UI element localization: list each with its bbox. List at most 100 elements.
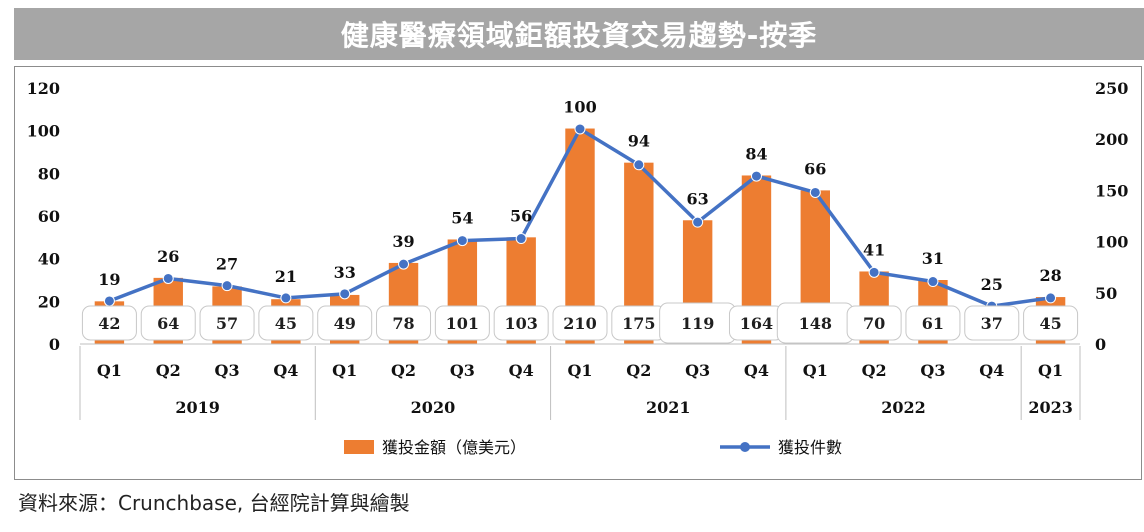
y-left-tick-label: 40 [38, 250, 60, 269]
x-tick-label: Q3 [920, 361, 945, 380]
chart-svg: 0 20 40 60 80 100 120 0 50 100 150 200 250 19 26 27 21 33… [27, 79, 1129, 457]
bar-value-label: 94 [628, 132, 650, 151]
count-value-label: 119 [681, 314, 714, 333]
y-left-tick-label: 120 [27, 79, 60, 98]
count-value-label: 70 [863, 314, 885, 333]
count-label-box [317, 305, 373, 341]
count-point [515, 233, 527, 245]
y-left-tick-label: 0 [49, 335, 60, 354]
x-tick-label: Q1 [567, 361, 592, 380]
y-right-tick-label: 50 [1095, 284, 1117, 303]
y-right-tick-label: 150 [1095, 181, 1128, 200]
count-label-box [493, 305, 549, 341]
count-value-label: 103 [504, 314, 537, 333]
count-value-label: 45 [275, 314, 297, 333]
x-tick-label: Q4 [273, 361, 298, 380]
count-point [809, 186, 821, 198]
count-point [750, 170, 762, 182]
count-point [280, 292, 292, 304]
count-value-label: 61 [922, 314, 944, 333]
y-right-tick-label: 200 [1095, 130, 1128, 149]
count-value-label: 64 [157, 314, 179, 333]
x-tick-label: Q1 [97, 361, 122, 380]
count-point [339, 288, 351, 300]
count-label-box [846, 305, 902, 341]
year-label: 2022 [881, 398, 926, 417]
count-point [456, 235, 468, 247]
count-value-label: 57 [216, 314, 238, 333]
count-label-box [964, 305, 1020, 341]
chart-frame [14, 66, 1142, 480]
count-label-box [140, 305, 196, 341]
x-tick-label: Q2 [156, 361, 181, 380]
count-point [1045, 292, 1057, 304]
x-tick-label: Q2 [862, 361, 887, 380]
count-label-box [81, 305, 137, 341]
y-right-tick-label: 100 [1095, 233, 1128, 252]
bar-value-label: 56 [510, 206, 532, 225]
year-label: 2023 [1028, 398, 1073, 417]
bar-value-label: 31 [922, 249, 944, 268]
bar-value-label: 26 [157, 247, 179, 266]
count-label-box [905, 305, 961, 341]
count-point [633, 159, 645, 171]
count-point [103, 295, 115, 307]
bar-value-label: 19 [98, 270, 120, 289]
bar-value-label: 33 [334, 263, 356, 282]
count-point [162, 272, 174, 284]
x-tick-label: Q4 [979, 361, 1004, 380]
y-left-tick-label: 20 [38, 292, 60, 311]
x-tick-label: Q2 [626, 361, 651, 380]
count-label-box [258, 305, 314, 341]
x-tick-label: Q3 [215, 361, 240, 380]
bar-value-label: 41 [863, 240, 885, 259]
bar-value-label: 28 [1039, 266, 1061, 285]
bar-value-label: 100 [563, 98, 596, 117]
count-value-label: 49 [334, 314, 356, 333]
y-left-tick-label: 60 [38, 207, 60, 226]
count-value-label: 148 [799, 314, 832, 333]
x-tick-label: Q1 [332, 361, 357, 380]
legend-line-marker [740, 442, 750, 452]
bar-value-label: 27 [216, 255, 238, 274]
count-value-label: 42 [98, 314, 120, 333]
y-left-tick-label: 100 [27, 122, 60, 141]
count-value-label: 164 [740, 314, 773, 333]
count-value-label: 101 [446, 314, 479, 333]
chart-title: 健康醫療領域鉅額投資交易趨勢-按季 [14, 8, 1144, 60]
legend-bar-label: 獲投金額（億美元） [382, 438, 526, 457]
count-label-box [1023, 305, 1079, 341]
bar-value-label: 25 [981, 275, 1003, 294]
x-tick-label: Q2 [391, 361, 416, 380]
bar-value-label: 84 [745, 144, 767, 163]
count-point [868, 266, 880, 278]
count-point [398, 258, 410, 270]
y-right-tick-label: 250 [1095, 79, 1128, 98]
bar-value-label: 63 [687, 189, 709, 208]
count-point [692, 216, 704, 228]
count-label-box [434, 305, 490, 341]
count-label-box [199, 305, 255, 341]
count-value-label: 45 [1039, 314, 1061, 333]
x-tick-label: Q4 [509, 361, 534, 380]
count-label-box [376, 305, 432, 341]
y-right-tick-label: 0 [1095, 335, 1106, 354]
year-label: 2020 [411, 398, 456, 417]
count-value-label: 210 [563, 314, 596, 333]
bar-value-label: 21 [275, 267, 297, 286]
count-value-label: 175 [622, 314, 655, 333]
source-note: 資料來源：Crunchbase, 台經院計算與繪製 [18, 491, 410, 515]
year-label: 2021 [646, 398, 691, 417]
bar-value-label: 54 [451, 208, 473, 227]
bar-value-label: 39 [392, 232, 414, 251]
x-tick-label: Q1 [803, 361, 828, 380]
bar-value-label: 66 [804, 159, 826, 178]
y-left-tick-label: 80 [38, 164, 60, 183]
count-point [221, 280, 233, 292]
x-tick-label: Q3 [450, 361, 475, 380]
legend-line-label: 獲投件數 [778, 438, 842, 457]
x-tick-label: Q1 [1038, 361, 1063, 380]
count-value-label: 78 [392, 314, 414, 333]
x-tick-label: Q4 [744, 361, 769, 380]
count-value-label: 37 [981, 314, 1003, 333]
